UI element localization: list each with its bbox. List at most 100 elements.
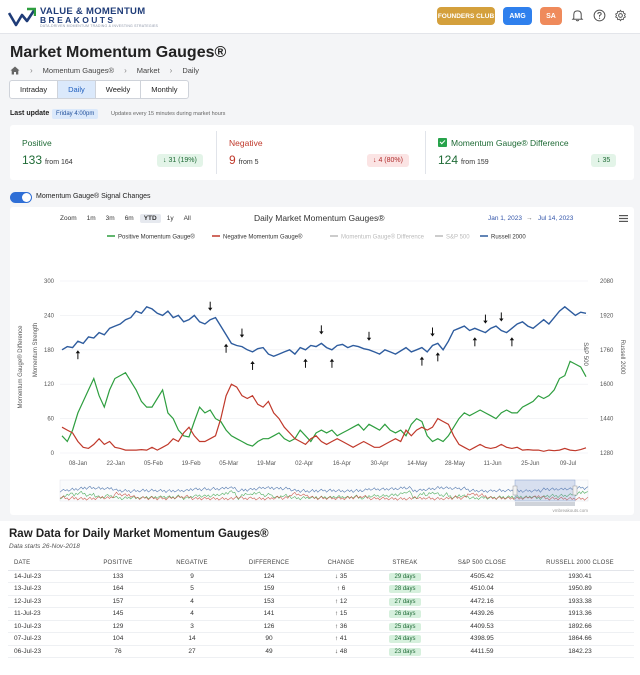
table-row: 10-Jul-23 129 3 126 ↑ 36 25 days 4409.53 1892.6…: [8, 620, 634, 633]
x-tick-label: 19-Feb: [182, 461, 202, 467]
signal-changes-toggle[interactable]: [10, 192, 32, 203]
x-tick-label: 09-Jul: [560, 461, 576, 467]
legend-item[interactable]: Positive Momentum Gauge®: [118, 234, 195, 241]
zoom-6m-button[interactable]: 6m: [124, 215, 134, 222]
user-avatar-button[interactable]: SA: [540, 7, 562, 25]
navigator-series-line: [59, 490, 589, 501]
chart-menu-icon[interactable]: [619, 215, 628, 222]
signal-arrow-head: [435, 352, 440, 356]
legend-item[interactable]: S&P 500: [446, 235, 470, 241]
signal-arrow-head: [208, 307, 213, 311]
date-cell: 13-Jul-23: [8, 582, 80, 596]
range-to-input[interactable]: Jul 14, 2023: [538, 215, 574, 222]
tab-monthly[interactable]: Monthly: [151, 85, 178, 94]
brand-line2: BREAKOUTS: [40, 15, 116, 25]
brand-line1: VALUE & MOMENTUM: [40, 6, 146, 17]
range-from-input[interactable]: Jan 1, 2023: [488, 215, 522, 222]
signal-arrow-head: [329, 358, 335, 362]
streak-cell: 23 days: [372, 645, 438, 658]
positive-card: Positive 133 from 164 ↓ 31 (19%): [10, 125, 216, 180]
last-update-label: Last update: [10, 110, 50, 117]
y-right-tick-label: 2080: [600, 279, 614, 285]
y-left-axis-title: Momentum Gauge® Difference: [17, 325, 24, 409]
tab-intraday[interactable]: Intraday: [10, 81, 59, 98]
difference-change-badge: ↓ 35: [591, 154, 617, 167]
navigator-series-line: [59, 485, 589, 494]
arrow-up-icon: ↑: [334, 610, 340, 618]
zoom-ytd-button[interactable]: YTD: [139, 214, 161, 223]
difference-from: from 159: [461, 159, 489, 166]
zoom-1y-button[interactable]: 1y: [166, 215, 174, 222]
arrow-up-icon: ↑: [336, 585, 342, 593]
col-date[interactable]: DATE: [8, 557, 80, 571]
amg-button[interactable]: AMG: [503, 7, 532, 25]
russell-cell: 1892.66: [526, 620, 634, 633]
legend-item[interactable]: Negative Momentum Gauge®: [223, 234, 303, 241]
settings-gear-icon[interactable]: [614, 9, 627, 22]
card-divider: [425, 131, 426, 174]
x-tick-label: 14-May: [407, 461, 427, 467]
x-tick-label: 05-Feb: [144, 461, 164, 467]
zoom-1m-button[interactable]: 1m: [86, 215, 96, 222]
signal-arrow-head: [319, 331, 324, 335]
navigator-handle-right: [572, 485, 578, 496]
negative-cell: 14: [156, 632, 228, 646]
col-streak[interactable]: STREAK: [372, 557, 438, 571]
breadcrumb-item-gauges[interactable]: Momentum Gauges®: [42, 65, 115, 75]
col-negative[interactable]: NEGATIVE: [156, 557, 228, 571]
streak-cell: 25 days: [372, 620, 438, 633]
signal-arrow-head: [499, 318, 504, 322]
signal-arrow-down-icon: [208, 301, 213, 311]
change-cell: ↓ 48: [310, 645, 372, 658]
signal-arrow-up-icon: [223, 343, 229, 353]
navigator-handle-left: [512, 485, 518, 496]
breadcrumb-separator: ›: [169, 65, 173, 75]
zoom-3m-button[interactable]: 3m: [105, 215, 115, 222]
x-tick-label: 08-Jan: [69, 461, 87, 467]
tab-daily[interactable]: Daily: [58, 81, 96, 98]
signal-arrow-head: [303, 358, 308, 362]
y-left-tick-label: 180: [44, 348, 55, 354]
bell-icon[interactable]: [571, 9, 584, 22]
change-cell: ↑ 6: [310, 582, 372, 596]
negative-change-badge: ↓ 4 (80%): [367, 154, 409, 167]
sp500-cell: 4411.59: [438, 645, 526, 658]
zoom-all-button[interactable]: All: [183, 215, 191, 222]
col-change[interactable]: CHANGE: [310, 557, 372, 571]
home-icon[interactable]: [10, 66, 20, 75]
russell-cell: 1842.23: [526, 645, 634, 658]
table-row: 13-Jul-23 164 5 159 ↑ 6 28 days 4510.04 1950.89: [8, 582, 634, 596]
legend-item[interactable]: Russell 2000: [491, 235, 526, 241]
logo-mark-icon: [8, 7, 36, 27]
positive-cell: 129: [80, 620, 156, 633]
tab-weekly[interactable]: Weekly: [96, 81, 142, 98]
date-cell: 12-Jul-23: [8, 595, 80, 608]
difference-checkbox-icon[interactable]: [438, 138, 447, 147]
streak-badge: 28 days: [389, 585, 421, 594]
legend-item[interactable]: Momentum Gauge® Difference: [341, 234, 425, 241]
col-sp500[interactable]: S&P 500 CLOSE: [438, 557, 526, 571]
signal-arrow-up-icon: [435, 352, 440, 362]
momentum-chart[interactable]: Positive Momentum Gauge® Negative Momentu…: [10, 207, 634, 515]
signal-arrow-head: [430, 333, 435, 337]
difference-label: Momentum Gauge® Difference: [438, 138, 569, 148]
y-left-tick-label: 120: [44, 382, 55, 388]
signal-arrow-up-icon: [75, 350, 81, 360]
col-difference[interactable]: DIFFERENCE: [228, 557, 310, 571]
founders-club-button[interactable]: FOUNDERS CLUB: [437, 7, 495, 25]
arrow-up-icon: ↑: [334, 597, 340, 605]
russell-cell: 1933.38: [526, 595, 634, 608]
sp500-cell: 4398.95: [438, 632, 526, 646]
negative-card: Negative 9 from 5 ↓ 4 (80%): [217, 125, 424, 180]
russell-cell: 1950.89: [526, 582, 634, 596]
difference-cell: 90: [228, 632, 310, 646]
col-russell[interactable]: RUSSELL 2000 CLOSE: [526, 557, 634, 571]
help-icon[interactable]: [593, 9, 606, 22]
table-row: 11-Jul-23 145 4 141 ↑ 15 26 days 4439.26 1913.3…: [8, 607, 634, 621]
brand-logo[interactable]: VALUE & MOMENTUM BREAKOUTS DATA-DRIVEN M…: [8, 5, 158, 29]
date-cell: 11-Jul-23: [8, 607, 80, 621]
breadcrumb-item-market[interactable]: Market: [136, 65, 160, 75]
streak-badge: 25 days: [389, 622, 421, 631]
signal-arrow-head: [250, 360, 255, 364]
col-positive[interactable]: POSITIVE: [80, 557, 156, 571]
